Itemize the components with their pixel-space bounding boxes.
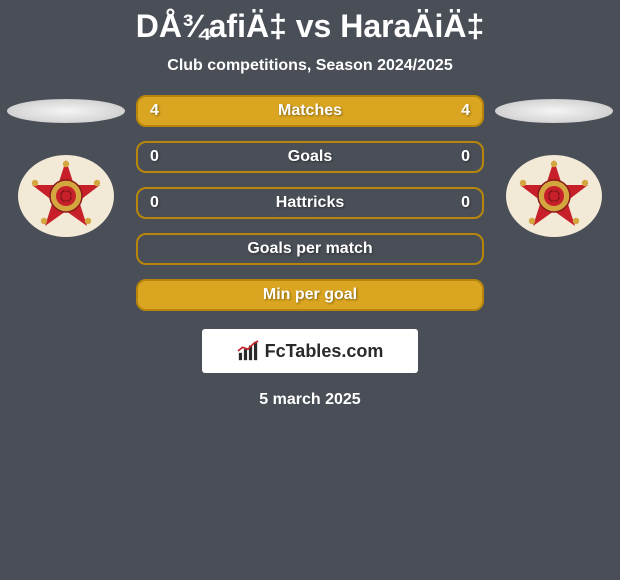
stat-row-goals-per-match: Goals per match (136, 233, 484, 265)
stat-right-value: 4 (461, 102, 470, 120)
stat-label: Hattricks (276, 194, 344, 212)
stats-column: 4 Matches 4 0 Goals 0 0 Hattricks 0 Goal… (136, 95, 484, 311)
left-team-badge-icon (16, 153, 116, 239)
stat-left-value: 0 (150, 194, 159, 212)
page-title: DÅ¾afiÄ‡ vs HaraÄiÄ‡ (0, 8, 620, 45)
right-ellipse-icon (495, 99, 613, 123)
stat-right-value: 0 (461, 148, 470, 166)
left-team-col (6, 95, 126, 239)
main-row: 4 Matches 4 0 Goals 0 0 Hattricks 0 Goal… (0, 95, 620, 311)
subtitle: Club competitions, Season 2024/2025 (0, 57, 620, 75)
stat-right-value: 0 (461, 194, 470, 212)
stat-row-matches: 4 Matches 4 (136, 95, 484, 127)
stat-label: Matches (278, 102, 342, 120)
right-team-badge-icon (504, 153, 604, 239)
stat-left-value: 0 (150, 148, 159, 166)
stat-label: Min per goal (263, 286, 357, 304)
stat-left-value: 4 (150, 102, 159, 120)
right-team-col (494, 95, 614, 239)
stat-label: Goals (288, 148, 332, 166)
left-ellipse-icon (7, 99, 125, 123)
stat-label: Goals per match (247, 240, 372, 258)
footer-brand-logo[interactable]: FcTables.com (202, 329, 418, 373)
stat-row-hattricks: 0 Hattricks 0 (136, 187, 484, 219)
comparison-card: DÅ¾afiÄ‡ vs HaraÄiÄ‡ Club competitions, … (0, 0, 620, 409)
date-text: 5 march 2025 (0, 391, 620, 409)
stat-row-goals: 0 Goals 0 (136, 141, 484, 173)
chart-icon (237, 340, 259, 362)
footer-brand-text: FcTables.com (265, 341, 384, 362)
stat-row-min-per-goal: Min per goal (136, 279, 484, 311)
